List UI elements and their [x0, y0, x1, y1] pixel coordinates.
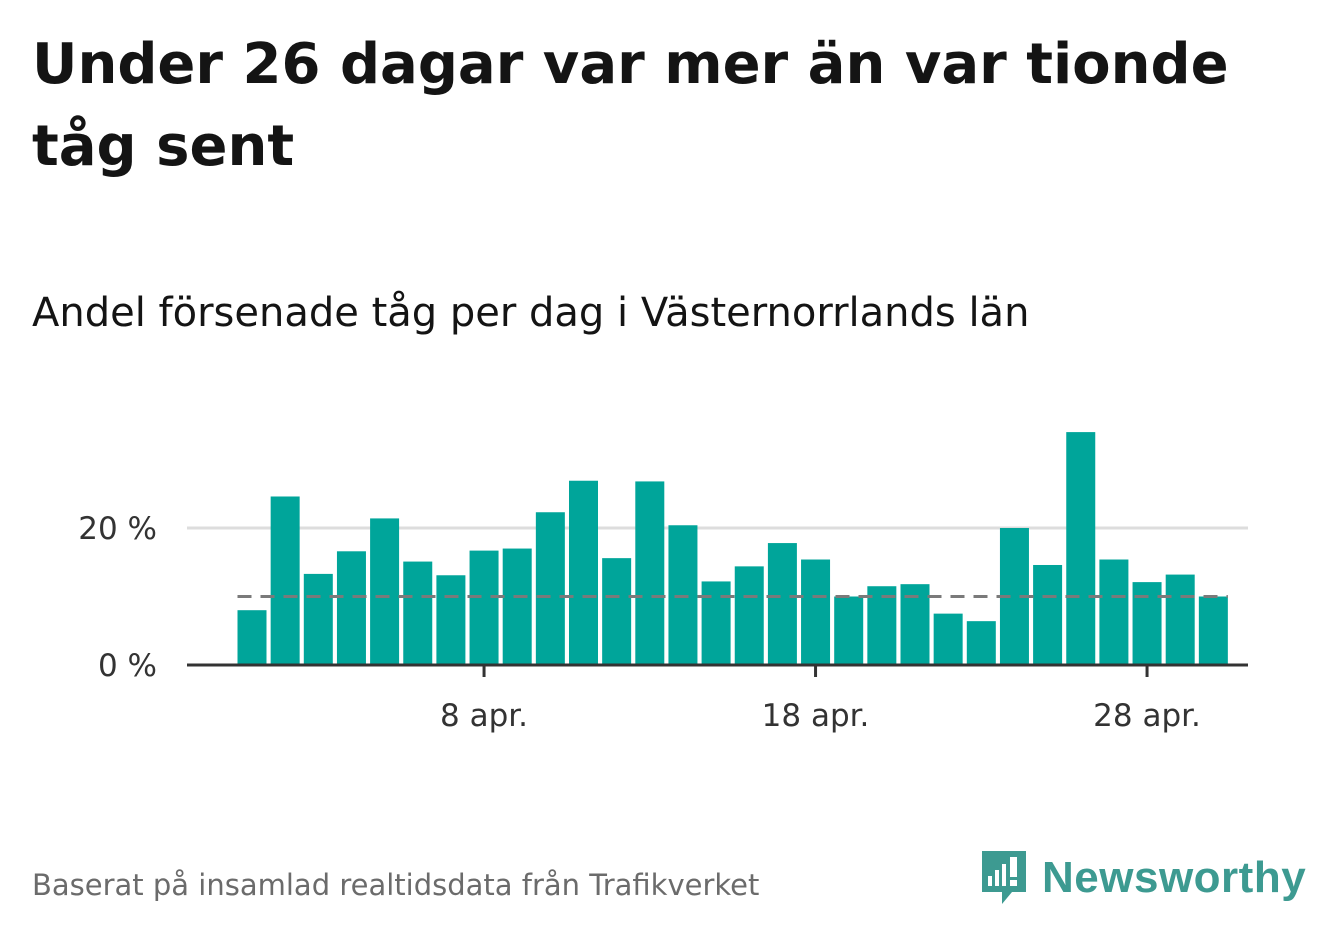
logo-text: Newsworthy	[1042, 853, 1307, 902]
source-note: Baserat på insamlad realtidsdata från Tr…	[32, 868, 760, 902]
bar	[502, 548, 532, 665]
bar	[336, 551, 366, 665]
bar	[701, 581, 731, 665]
x-tick-label: 18 apr.	[762, 698, 870, 734]
x-tick-label: 28 apr.	[1093, 698, 1201, 734]
x-tick-label: 8 apr.	[440, 698, 528, 734]
chart-subtitle: Andel försenade tåg per dag i Västernorr…	[32, 290, 1030, 336]
bar-chart: 0 % 20 % 8 apr. 18 apr. 28 apr.	[78, 432, 1248, 734]
bar	[966, 621, 996, 665]
bar	[834, 596, 864, 665]
bar	[270, 496, 300, 665]
bar	[801, 559, 831, 665]
bar	[535, 512, 565, 665]
bar	[403, 561, 433, 665]
bar	[370, 518, 400, 665]
bars	[237, 432, 1228, 665]
bar	[1066, 432, 1096, 665]
bar	[734, 566, 764, 665]
bar	[569, 480, 598, 665]
bar	[1132, 582, 1162, 665]
bar	[933, 613, 963, 665]
bar	[1198, 596, 1228, 665]
newsworthy-logo: Newsworthy	[980, 848, 1306, 908]
bar	[1165, 574, 1195, 665]
x-tick-labels: 8 apr. 18 apr. 28 apr.	[440, 698, 1201, 734]
newsworthy-logo-icon	[982, 851, 1026, 904]
bar	[237, 610, 267, 665]
bar	[469, 550, 499, 665]
chart-title: Under 26 dagar var mer än var tionde tåg…	[32, 32, 1229, 179]
y-tick-label: 20 %	[78, 511, 157, 547]
bar	[767, 543, 797, 665]
y-tick-labels: 0 % 20 %	[78, 511, 157, 684]
y-tick-label: 0 %	[98, 648, 157, 684]
bar	[602, 558, 632, 665]
bar	[867, 586, 897, 665]
bar	[1099, 559, 1129, 665]
bar	[635, 481, 665, 665]
bar	[436, 575, 466, 665]
bar	[303, 573, 333, 665]
bar	[1033, 564, 1063, 665]
x-axis	[187, 663, 1248, 677]
